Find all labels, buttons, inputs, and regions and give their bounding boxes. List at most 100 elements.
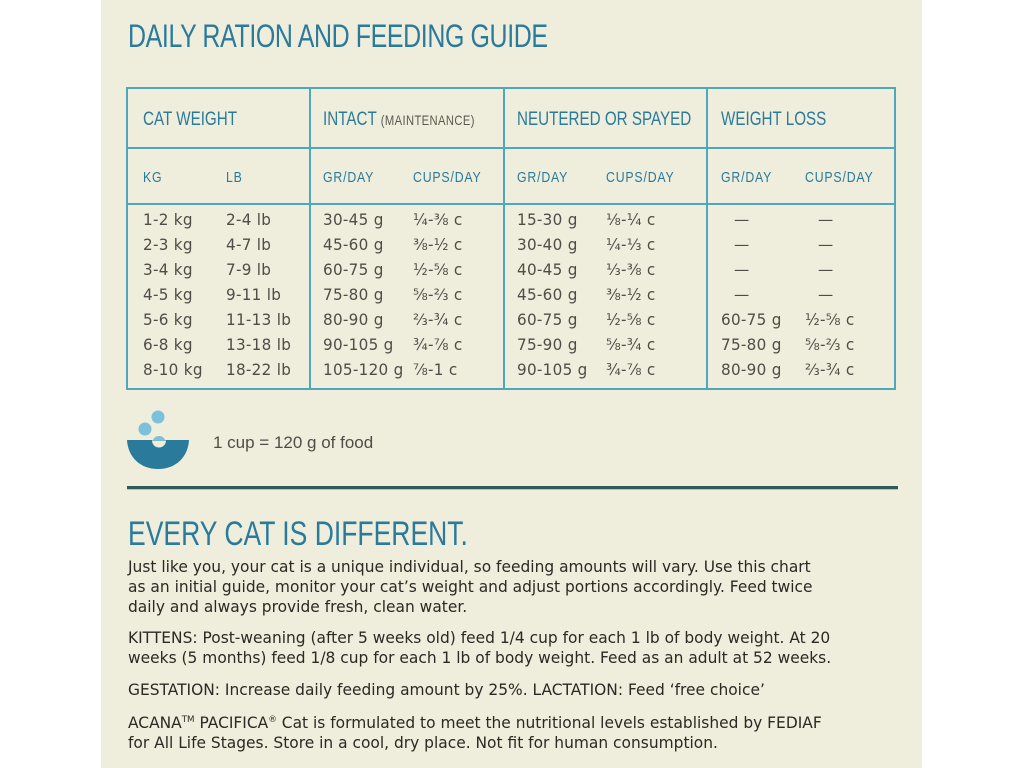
cell-lb: 2-4 lb [226, 210, 272, 229]
kittens-line: KITTENS: Post-weaning (after 5 weeks old… [128, 628, 831, 647]
cell-kg: 6-8 kg [143, 335, 193, 354]
cell-lb: 13-18 lb [226, 335, 292, 354]
cell-neutered-gr: 90-105 g [517, 360, 588, 379]
cell-intact-gr: 80-90 g [323, 310, 384, 329]
subheader-neutered-gr: GR/DAY [517, 169, 569, 186]
cell-intact-cups: ⅜-½ c [413, 235, 463, 254]
section-title: EVERY CAT IS DIFFERENT. [128, 515, 468, 553]
cell-loss-gr: — [734, 285, 750, 304]
cell-neutered-gr: 15-30 g [517, 210, 578, 229]
table-divider [706, 89, 708, 388]
header-neutered: NEUTERED OR SPAYED [517, 109, 691, 131]
product-name: PACIFICA [194, 713, 269, 732]
section-divider [127, 486, 898, 490]
subheader-loss-gr: GR/DAY [721, 169, 773, 186]
intro-line: Just like you, your cat is a unique indi… [128, 557, 811, 576]
cell-intact-gr: 75-80 g [323, 285, 384, 304]
registered-mark: ® [268, 715, 277, 725]
cell-intact-cups: ⅝-⅔ c [413, 285, 463, 304]
cell-neutered-gr: 45-60 g [517, 285, 578, 304]
cell-loss-gr: 80-90 g [721, 360, 782, 379]
cell-neutered-gr: 60-75 g [517, 310, 578, 329]
kibble-icon [151, 410, 165, 424]
cell-intact-gr: 105-120 g [323, 360, 404, 379]
cell-intact-gr: 45-60 g [323, 235, 384, 254]
cell-lb: 18-22 lb [226, 360, 292, 379]
gestation-line: GESTATION: Increase daily feeding amount… [128, 680, 765, 699]
cell-kg: 3-4 kg [143, 260, 193, 279]
cell-loss-cups: ½-⅝ c [805, 310, 855, 329]
header-weight-loss: WEIGHT LOSS [721, 109, 826, 131]
cell-kg: 1-2 kg [143, 210, 193, 229]
cell-loss-cups: ⅝-⅔ c [805, 335, 855, 354]
statement-text: Cat is formulated to meet the nutritiona… [276, 713, 822, 732]
subheader-neutered-cups: CUPS/DAY [606, 169, 675, 186]
cell-lb: 4-7 lb [226, 235, 272, 254]
feeding-guide-panel [101, 0, 922, 768]
gestation-paragraph: GESTATION: Increase daily feeding amount… [128, 680, 900, 700]
cell-loss-gr: — [734, 260, 750, 279]
header-label: CAT WEIGHT [143, 109, 238, 130]
cell-loss-gr: — [734, 235, 750, 254]
trademark-mark: TM [181, 715, 195, 725]
kittens-line: weeks (5 months) feed 1/8 cup for each 1… [128, 648, 832, 667]
cell-neutered-gr: 40-45 g [517, 260, 578, 279]
subheader-loss-cups: CUPS/DAY [805, 169, 874, 186]
subheader-kg: KG [143, 169, 163, 186]
subheader-intact-gr: GR/DAY [323, 169, 375, 186]
cell-neutered-gr: 75-90 g [517, 335, 578, 354]
cell-loss-gr: 75-80 g [721, 335, 782, 354]
table-divider [309, 89, 311, 388]
header-cat-weight: CAT WEIGHT [143, 109, 237, 131]
cell-neutered-cups: ¼-⅓ c [606, 235, 656, 254]
intro-line: as an initial guide, monitor your cat’s … [128, 577, 813, 596]
bowl-icon [127, 410, 189, 469]
cell-neutered-cups: ⅓-⅜ c [606, 260, 656, 279]
cell-neutered-cups: ½-⅝ c [606, 310, 656, 329]
cell-kg: 4-5 kg [143, 285, 193, 304]
header-sublabel: (MAINTENANCE) [380, 112, 475, 128]
header-label: WEIGHT LOSS [721, 109, 827, 130]
subheader-lb: LB [226, 169, 243, 186]
formulation-line: for All Life Stages. Store in a cool, dr… [128, 733, 718, 752]
subheader-intact-cups: CUPS/DAY [413, 169, 482, 186]
cell-loss-cups: — [818, 235, 834, 254]
table-divider [128, 147, 894, 149]
cell-loss-gr: 60-75 g [721, 310, 782, 329]
cell-intact-gr: 60-75 g [323, 260, 384, 279]
formulation-line: ACANATM PACIFICA® Cat is formulated to m… [128, 713, 900, 733]
cell-neutered-cups: ⅜-½ c [606, 285, 656, 304]
cell-kg: 5-6 kg [143, 310, 193, 329]
kittens-paragraph: KITTENS: Post-weaning (after 5 weeks old… [128, 628, 900, 668]
cell-neutered-gr: 30-40 g [517, 235, 578, 254]
cell-lb: 7-9 lb [226, 260, 272, 279]
header-intact: INTACT (MAINTENANCE) [323, 109, 475, 131]
cell-neutered-cups: ⅛-¼ c [606, 210, 656, 229]
cell-intact-cups: ⅞-1 c [413, 360, 458, 379]
cell-loss-cups: — [818, 260, 834, 279]
brand-name: ACANA [128, 713, 182, 732]
page-title: DAILY RATION AND FEEDING GUIDE [128, 18, 548, 54]
formulation-paragraph: ACANATM PACIFICA® Cat is formulated to m… [128, 713, 900, 753]
cell-loss-cups: — [818, 210, 834, 229]
cell-loss-cups: ⅔-¾ c [805, 360, 855, 379]
intro-line: daily and always provide fresh, clean wa… [128, 597, 468, 616]
cell-lb: 11-13 lb [226, 310, 292, 329]
header-label: INTACT [323, 109, 377, 130]
bowl-notch [152, 440, 166, 448]
cell-kg: 2-3 kg [143, 235, 193, 254]
cell-intact-cups: ½-⅝ c [413, 260, 463, 279]
cell-kg: 8-10 kg [143, 360, 203, 379]
cell-neutered-cups: ⅝-¾ c [606, 335, 656, 354]
cell-loss-cups: — [818, 285, 834, 304]
header-label: NEUTERED OR SPAYED [517, 109, 692, 130]
kibble-icon [153, 436, 165, 440]
feeding-table: CAT WEIGHT INTACT (MAINTENANCE) NEUTERED… [126, 87, 896, 390]
table-divider [128, 203, 894, 205]
cell-intact-cups: ⅔-¾ c [413, 310, 463, 329]
bowl-shape [127, 440, 189, 469]
cell-intact-gr: 30-45 g [323, 210, 384, 229]
cell-neutered-cups: ¾-⅞ c [606, 360, 656, 379]
cell-intact-cups: ¾-⅞ c [413, 335, 463, 354]
cell-intact-cups: ¼-⅜ c [413, 210, 463, 229]
